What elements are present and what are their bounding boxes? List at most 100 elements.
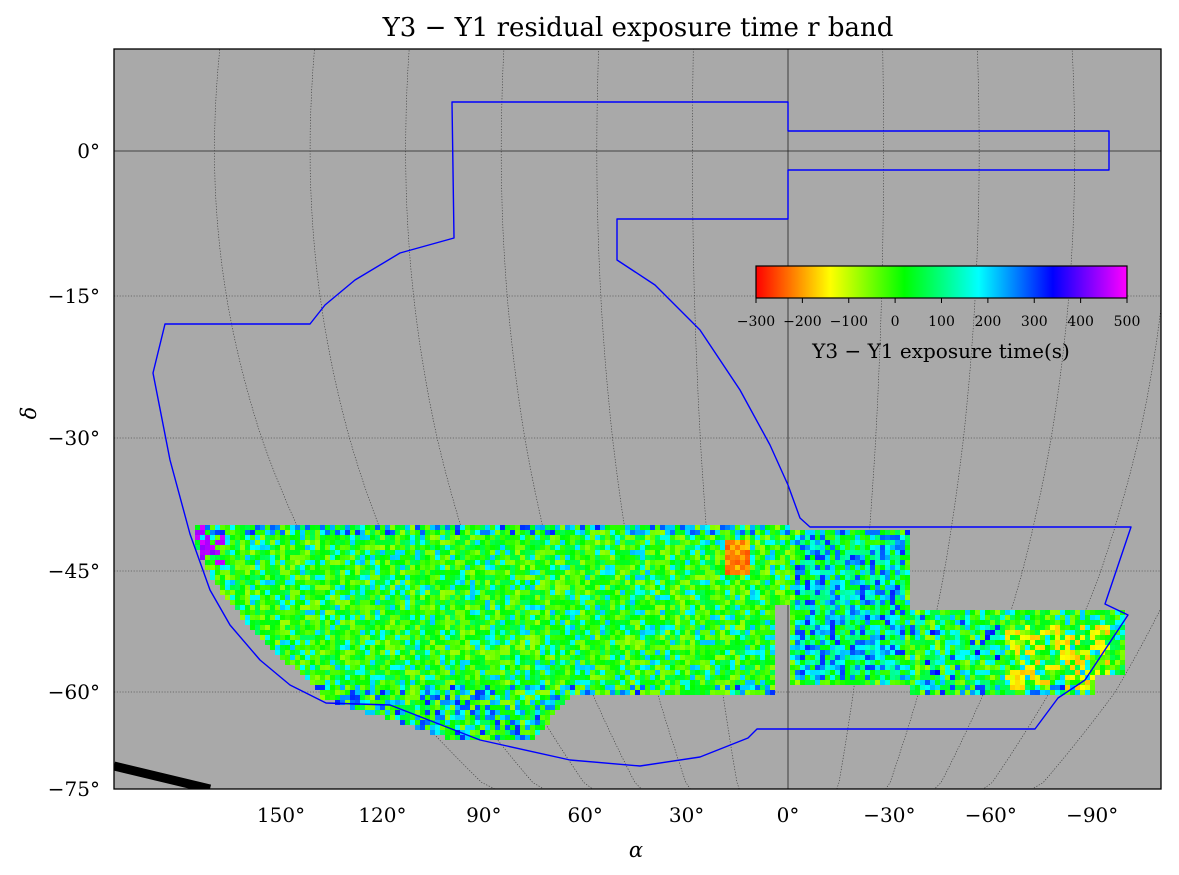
heatmap-cell xyxy=(545,530,550,535)
heatmap-cell xyxy=(750,680,755,685)
heatmap-cell xyxy=(855,660,860,665)
heatmap-cell xyxy=(560,570,565,575)
heatmap-cell xyxy=(395,540,400,545)
heatmap-cell xyxy=(460,645,465,650)
heatmap-cell xyxy=(925,655,930,660)
heatmap-cell xyxy=(795,535,800,540)
heatmap-cell xyxy=(720,670,725,675)
heatmap-cell xyxy=(995,620,1000,625)
heatmap-cell xyxy=(330,570,335,575)
heatmap-cell xyxy=(410,620,415,625)
heatmap-cell xyxy=(665,670,670,675)
heatmap-cell xyxy=(855,635,860,640)
heatmap-cell xyxy=(865,570,870,575)
heatmap-cell xyxy=(515,605,520,610)
heatmap-cell xyxy=(1060,665,1065,670)
heatmap-cell xyxy=(820,640,825,645)
heatmap-cell xyxy=(515,615,520,620)
heatmap-cell xyxy=(330,580,335,585)
heatmap-cell xyxy=(340,605,345,610)
heatmap-cell xyxy=(645,570,650,575)
heatmap-cell xyxy=(670,590,675,595)
heatmap-cell xyxy=(245,620,250,625)
heatmap-cell xyxy=(580,545,585,550)
heatmap-cell xyxy=(690,685,695,690)
heatmap-cell xyxy=(450,535,455,540)
heatmap-cell xyxy=(720,645,725,650)
heatmap-cell xyxy=(560,600,565,605)
heatmap-cell xyxy=(725,650,730,655)
heatmap-cell xyxy=(635,540,640,545)
heatmap-cell xyxy=(1010,670,1015,675)
heatmap-cell xyxy=(230,580,235,585)
heatmap-cell xyxy=(820,535,825,540)
heatmap-cell xyxy=(650,655,655,660)
heatmap-cell xyxy=(845,565,850,570)
heatmap-cell xyxy=(255,595,260,600)
heatmap-cell xyxy=(445,655,450,660)
heatmap-cell xyxy=(260,560,265,565)
heatmap-cell xyxy=(680,655,685,660)
heatmap-cell xyxy=(800,660,805,665)
heatmap-cell xyxy=(850,655,855,660)
heatmap-cell xyxy=(580,550,585,555)
heatmap-cell xyxy=(725,610,730,615)
heatmap-cell xyxy=(665,630,670,635)
heatmap-cell xyxy=(1000,640,1005,645)
heatmap-cell xyxy=(885,675,890,680)
heatmap-cell xyxy=(570,525,575,530)
heatmap-cell xyxy=(620,525,625,530)
heatmap-cell xyxy=(515,545,520,550)
heatmap-cell xyxy=(685,635,690,640)
heatmap-cell xyxy=(795,580,800,585)
heatmap-cell xyxy=(550,615,555,620)
heatmap-cell xyxy=(455,545,460,550)
heatmap-cell xyxy=(260,570,265,575)
heatmap-cell xyxy=(575,550,580,555)
heatmap-cell xyxy=(975,610,980,615)
heatmap-cell xyxy=(990,625,995,630)
heatmap-cell xyxy=(265,640,270,645)
heatmap-cell xyxy=(310,640,315,645)
heatmap-cell xyxy=(930,630,935,635)
heatmap-cell xyxy=(665,575,670,580)
heatmap-cell xyxy=(680,600,685,605)
heatmap-cell xyxy=(960,645,965,650)
heatmap-cell xyxy=(735,640,740,645)
heatmap-cell xyxy=(590,685,595,690)
heatmap-cell xyxy=(545,645,550,650)
heatmap-cell xyxy=(710,665,715,670)
heatmap-cell xyxy=(305,595,310,600)
heatmap-cell xyxy=(805,545,810,550)
heatmap-cell xyxy=(685,535,690,540)
heatmap-cell xyxy=(260,585,265,590)
heatmap-cell xyxy=(830,670,835,675)
heatmap-cell xyxy=(710,605,715,610)
heatmap-cell xyxy=(570,600,575,605)
heatmap-cell xyxy=(405,625,410,630)
heatmap-cell xyxy=(405,650,410,655)
heatmap-cell xyxy=(605,535,610,540)
heatmap-cell xyxy=(870,675,875,680)
heatmap-cell xyxy=(290,540,295,545)
heatmap-cell xyxy=(555,665,560,670)
heatmap-cell xyxy=(590,540,595,545)
heatmap-cell xyxy=(600,680,605,685)
heatmap-cell xyxy=(240,595,245,600)
heatmap-cell xyxy=(645,655,650,660)
heatmap-cell xyxy=(315,665,320,670)
heatmap-cell xyxy=(595,650,600,655)
heatmap-cell xyxy=(1080,635,1085,640)
heatmap-cell xyxy=(700,585,705,590)
heatmap-cell xyxy=(470,605,475,610)
heatmap-cell xyxy=(665,650,670,655)
heatmap-cell xyxy=(510,560,515,565)
heatmap-cell xyxy=(590,610,595,615)
heatmap-cell xyxy=(425,670,430,675)
heatmap-cell xyxy=(560,680,565,685)
heatmap-cell xyxy=(1010,630,1015,635)
heatmap-cell xyxy=(1075,620,1080,625)
heatmap-cell xyxy=(240,540,245,545)
heatmap-cell xyxy=(300,615,305,620)
heatmap-cell xyxy=(715,535,720,540)
